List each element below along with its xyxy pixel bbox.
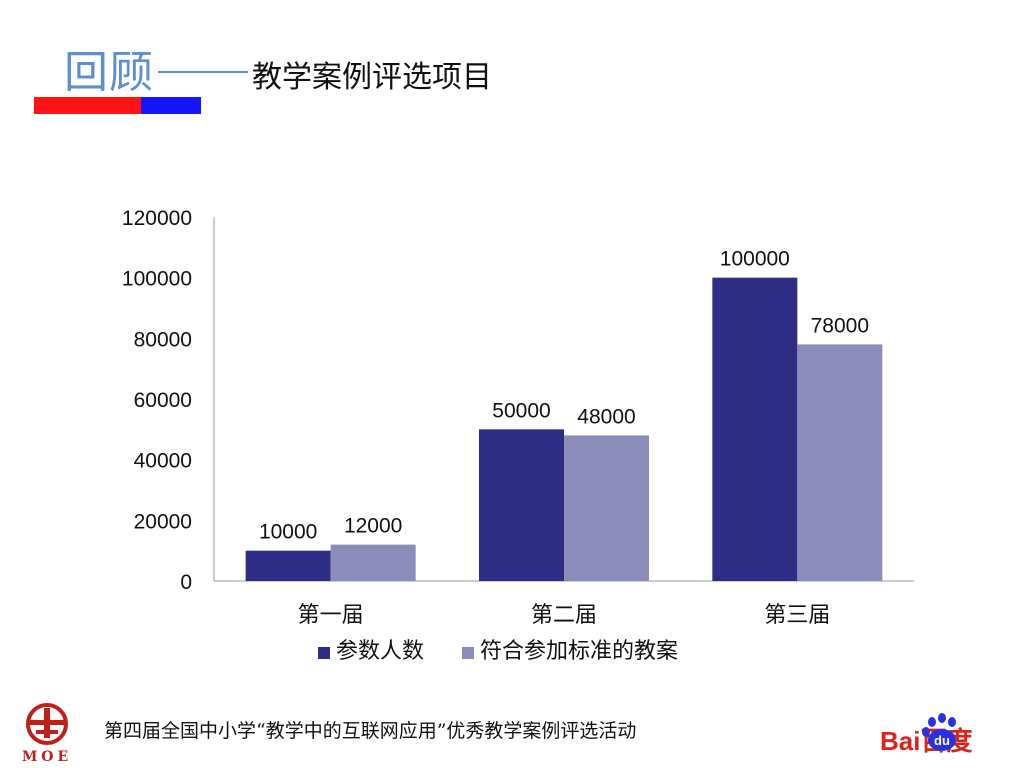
x-tick-label: 第二届: [531, 603, 597, 628]
data-label: 48000: [577, 405, 635, 428]
red-accent-bar: [34, 97, 141, 114]
y-tick-label: 60000: [134, 389, 192, 412]
moe-logo-text: MOE: [22, 749, 72, 764]
blue-accent-bar: [141, 97, 201, 114]
bar: [245, 550, 331, 581]
y-tick-label: 100000: [122, 268, 192, 291]
slide-title: 回顾: [64, 47, 154, 98]
moe-logo: MOE: [22, 703, 72, 764]
bar: [564, 435, 649, 581]
y-tick-label: 40000: [134, 450, 192, 473]
data-label: 100000: [720, 248, 790, 271]
svg-text:du: du: [934, 733, 950, 748]
bar: [479, 429, 564, 581]
slide-header: 回顾 教学案例评选项目: [64, 36, 492, 98]
bar: [330, 544, 416, 581]
title-dash-line: [158, 71, 248, 73]
data-label: 12000: [344, 515, 402, 538]
x-tick-label: 第三届: [764, 603, 830, 628]
y-tick-label: 80000: [134, 328, 192, 351]
legend-swatch: [318, 647, 330, 659]
legend-label: 参数人数: [336, 639, 424, 664]
bar: [797, 344, 883, 581]
x-tick-label: 第一届: [298, 603, 364, 628]
y-tick-label: 120000: [122, 207, 192, 230]
y-tick-label: 20000: [134, 510, 192, 533]
bar: [712, 277, 798, 581]
slide-subtitle: 教学案例评选项目: [252, 60, 492, 95]
legend-swatch: [462, 647, 474, 659]
y-tick-label: 0: [180, 571, 192, 594]
legend-label: 符合参加标准的教案: [480, 639, 678, 664]
baidu-paw-icon: du: [922, 713, 956, 751]
bar-chart: 0 20000 40000 60000 80000 100000 120000 10000 12…: [122, 207, 914, 664]
baidu-logo: Bai百度 du: [880, 713, 972, 756]
data-label: 10000: [259, 521, 317, 544]
data-label: 50000: [492, 399, 550, 422]
data-label: 78000: [811, 314, 869, 337]
footer-caption: 第四届全国中小学“教学中的互联网应用”优秀教学案例评选活动: [104, 720, 637, 742]
